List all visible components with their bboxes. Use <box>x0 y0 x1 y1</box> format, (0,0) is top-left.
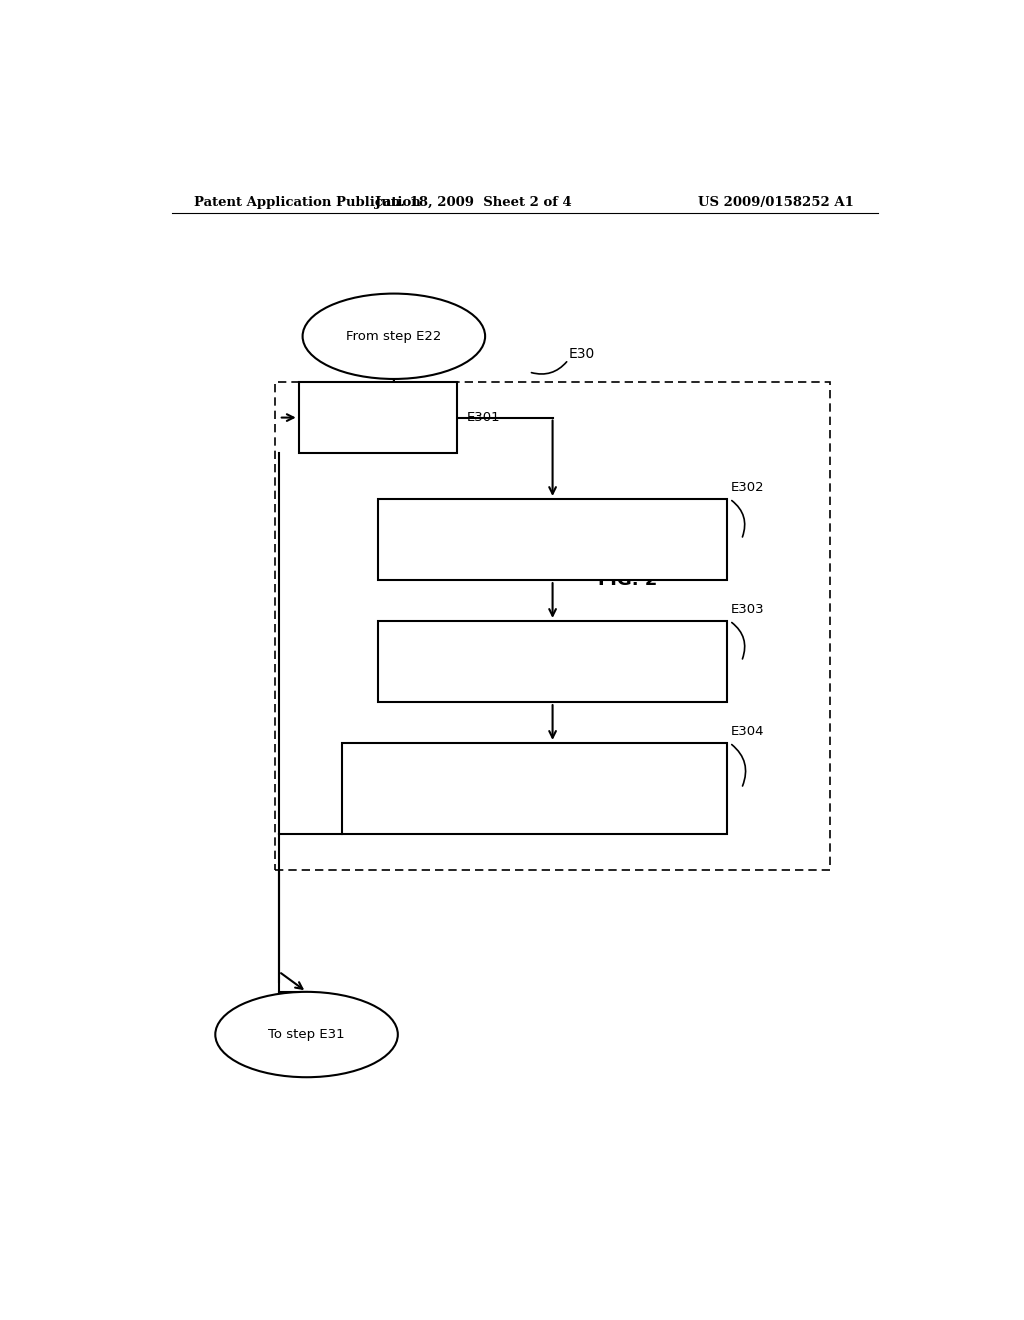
FancyArrowPatch shape <box>732 500 744 537</box>
Bar <box>299 381 458 453</box>
Ellipse shape <box>303 293 485 379</box>
Bar <box>378 620 727 702</box>
Text: E302: E302 <box>731 480 765 494</box>
Text: E301: E301 <box>467 411 501 424</box>
Text: E304: E304 <box>731 725 765 738</box>
FancyArrowPatch shape <box>732 623 744 659</box>
FancyArrowPatch shape <box>531 362 566 374</box>
Text: Jun. 18, 2009  Sheet 2 of 4: Jun. 18, 2009 Sheet 2 of 4 <box>375 195 571 209</box>
Bar <box>378 499 727 581</box>
Text: US 2009/0158252 A1: US 2009/0158252 A1 <box>698 195 854 209</box>
Text: E30: E30 <box>568 347 595 360</box>
Text: From step E22: From step E22 <box>346 330 441 343</box>
Ellipse shape <box>215 991 397 1077</box>
Text: Patent Application Publication: Patent Application Publication <box>194 195 421 209</box>
Text: E303: E303 <box>731 603 765 615</box>
FancyArrowPatch shape <box>732 744 745 785</box>
Bar <box>342 743 727 834</box>
Bar <box>274 381 830 870</box>
Text: To step E31: To step E31 <box>268 1028 345 1041</box>
Text: FIG. 2: FIG. 2 <box>598 572 657 589</box>
